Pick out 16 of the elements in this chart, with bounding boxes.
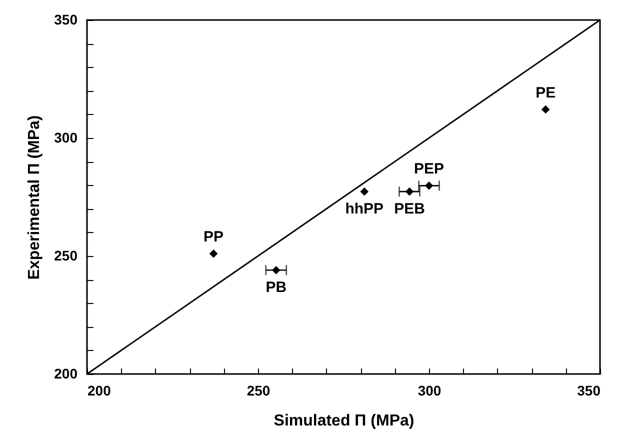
- annotation: PB: [266, 279, 287, 296]
- y-tick-label: 200: [54, 366, 78, 382]
- y-tick-label: 350: [54, 12, 78, 28]
- x-tick-label: 300: [418, 382, 442, 398]
- x-tick-label: 350: [577, 382, 601, 398]
- y-tick-label: 250: [54, 248, 78, 264]
- annotation: hhPP: [345, 200, 384, 218]
- annotation: PEP: [414, 160, 444, 178]
- annotation: PP: [204, 228, 224, 246]
- annotation: PE: [536, 84, 556, 102]
- y-axis-title: Experimental Π (MPa): [26, 115, 44, 280]
- x-tick-label: 200: [88, 382, 112, 398]
- x-axis-title: Simulated Π (MPa): [274, 412, 414, 430]
- x-tick-label: 250: [246, 382, 270, 398]
- annotation: PEB: [394, 200, 426, 218]
- y-tick-label: 300: [54, 130, 78, 146]
